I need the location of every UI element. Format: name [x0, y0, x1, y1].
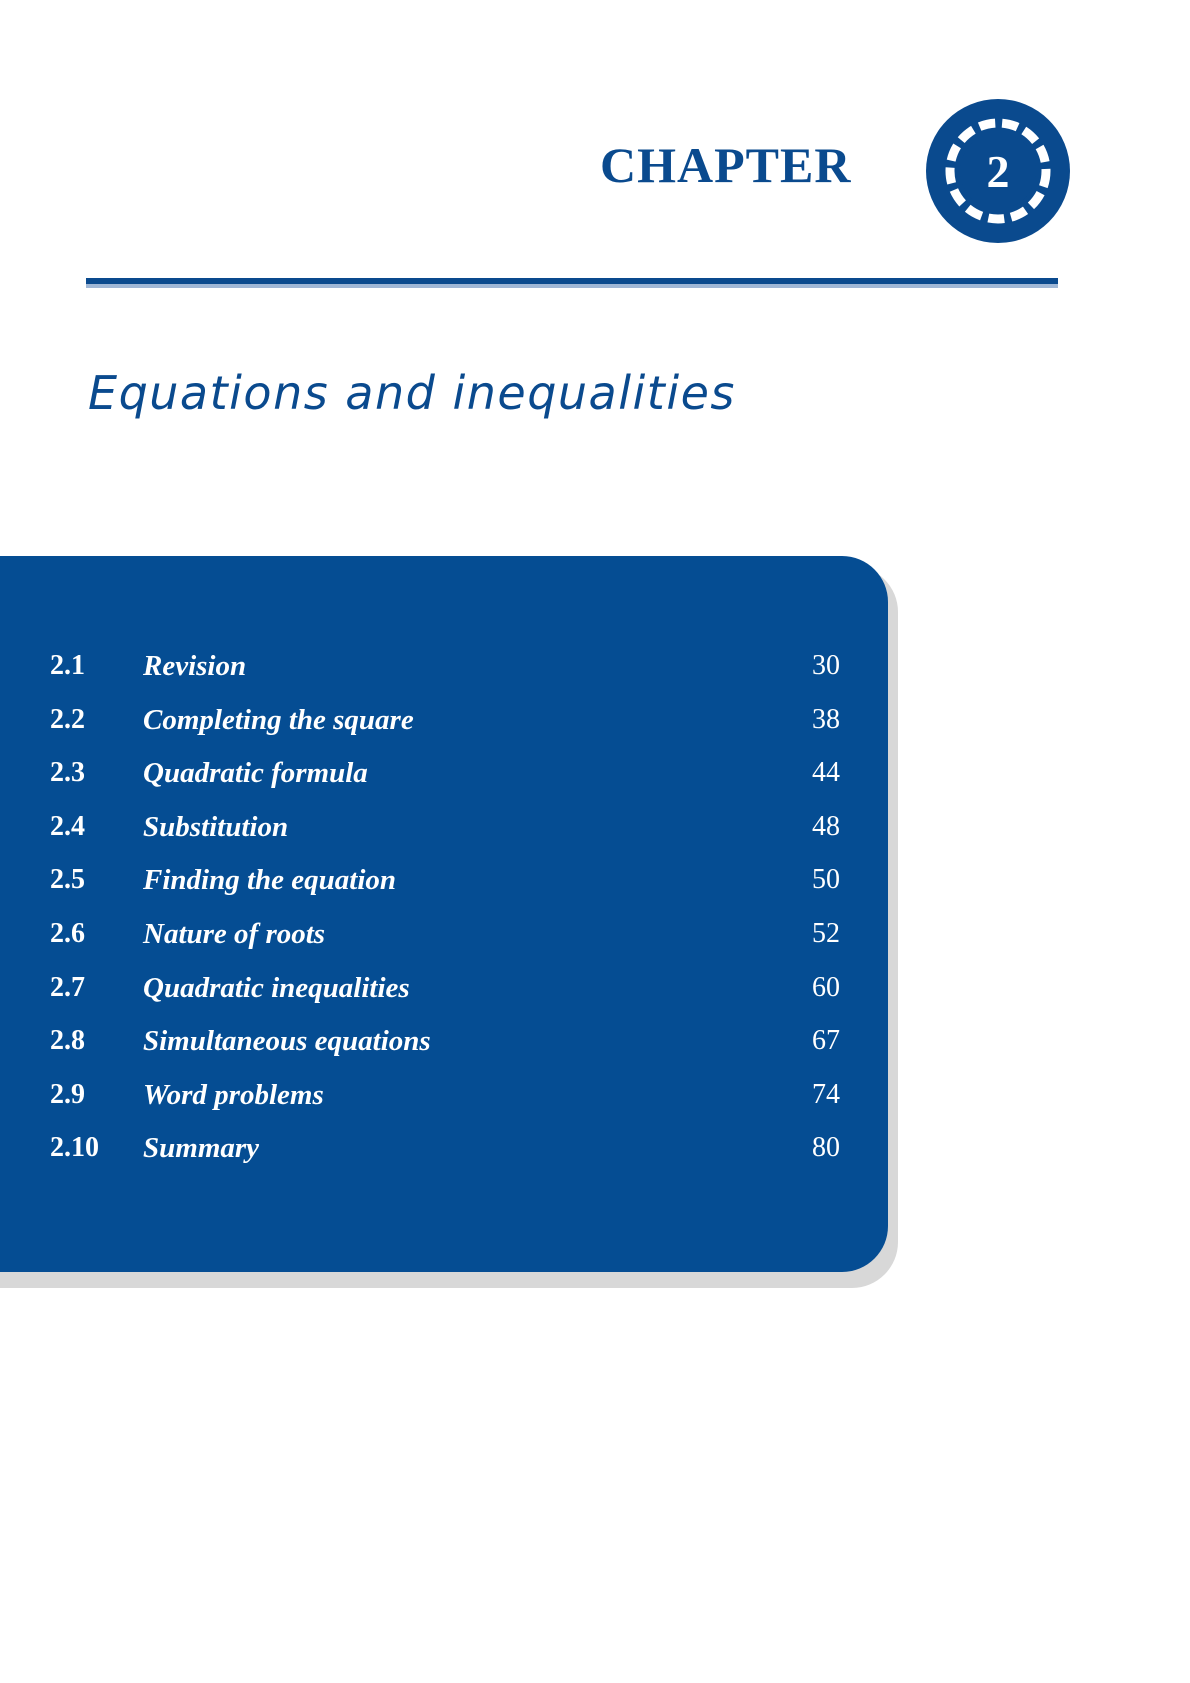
toc-page-number: 74: [812, 1078, 840, 1110]
toc-page-number: 67: [812, 1025, 840, 1057]
toc-entry[interactable]: 2.7 Quadratic inequalities 60: [50, 966, 840, 1020]
toc-section-title: Word problems: [143, 1078, 324, 1111]
header-rule-accent: [86, 284, 1058, 288]
toc-section-number: 2.2: [50, 703, 85, 735]
toc-section-number: 2.5: [50, 864, 85, 896]
toc-section-number: 2.1: [50, 650, 85, 681]
toc-section-number: 2.7: [50, 971, 85, 1003]
toc-entry[interactable]: 2.5 Finding the equation 50: [50, 858, 840, 912]
toc-entry[interactable]: 2.4 Substitution 48: [50, 805, 840, 859]
toc-page-number: 50: [812, 864, 840, 896]
chapter-number: 2: [987, 146, 1010, 197]
chapter-label: CHAPTER: [600, 137, 852, 193]
toc-page-number: 60: [812, 971, 840, 1003]
toc-page-number: 38: [812, 703, 840, 735]
toc-section-title: Nature of roots: [143, 917, 326, 950]
toc-section-number: 2.3: [50, 757, 85, 789]
toc-section-number: 2.8: [50, 1025, 85, 1057]
table-of-contents: 2.1 Revision 30 2.2 Completing the square 38 2…: [50, 644, 840, 1180]
toc-section-number: 2.6: [50, 917, 85, 949]
toc-entry[interactable]: 2.10 Summary 80: [50, 1126, 840, 1180]
toc-section-number: 2.10: [50, 1132, 99, 1164]
toc-section-number: 2.9: [50, 1078, 85, 1110]
toc-entry[interactable]: 2.3 Quadratic formula 44: [50, 751, 840, 805]
chapter-number-badge: 2: [925, 98, 1071, 244]
toc-section-title: Completing the square: [143, 703, 414, 736]
toc-entry[interactable]: 2.8 Simultaneous equations 67: [50, 1019, 840, 1073]
toc-section-title: Quadratic inequalities: [143, 971, 410, 1004]
toc-entry[interactable]: 2.2 Completing the square 38: [50, 698, 840, 752]
toc-entry[interactable]: 2.9 Word problems 74: [50, 1073, 840, 1127]
toc-page-number: 80: [812, 1132, 840, 1164]
toc-section-title: Simultaneous equations: [143, 1025, 431, 1058]
toc-section-title: Quadratic formula: [143, 757, 368, 790]
toc-section-title: Substitution: [143, 810, 289, 843]
toc-entry[interactable]: 2.6 Nature of roots 52: [50, 912, 840, 966]
toc-page-number: 44: [812, 757, 840, 789]
toc-page-number: 48: [812, 810, 840, 842]
toc-section-title: Summary: [143, 1132, 260, 1165]
toc-section-title: Finding the equation: [143, 864, 397, 897]
toc-section-number: 2.4: [50, 810, 85, 842]
toc-section-title: Revision: [143, 650, 247, 682]
toc-page-number: 30: [812, 650, 840, 681]
toc-panel: [0, 556, 888, 1272]
toc-page-number: 52: [812, 917, 840, 949]
header-rule: [86, 278, 1058, 284]
chapter-title: Equations and inequalities: [88, 366, 736, 420]
toc-entry[interactable]: 2.1 Revision 30: [50, 644, 840, 698]
